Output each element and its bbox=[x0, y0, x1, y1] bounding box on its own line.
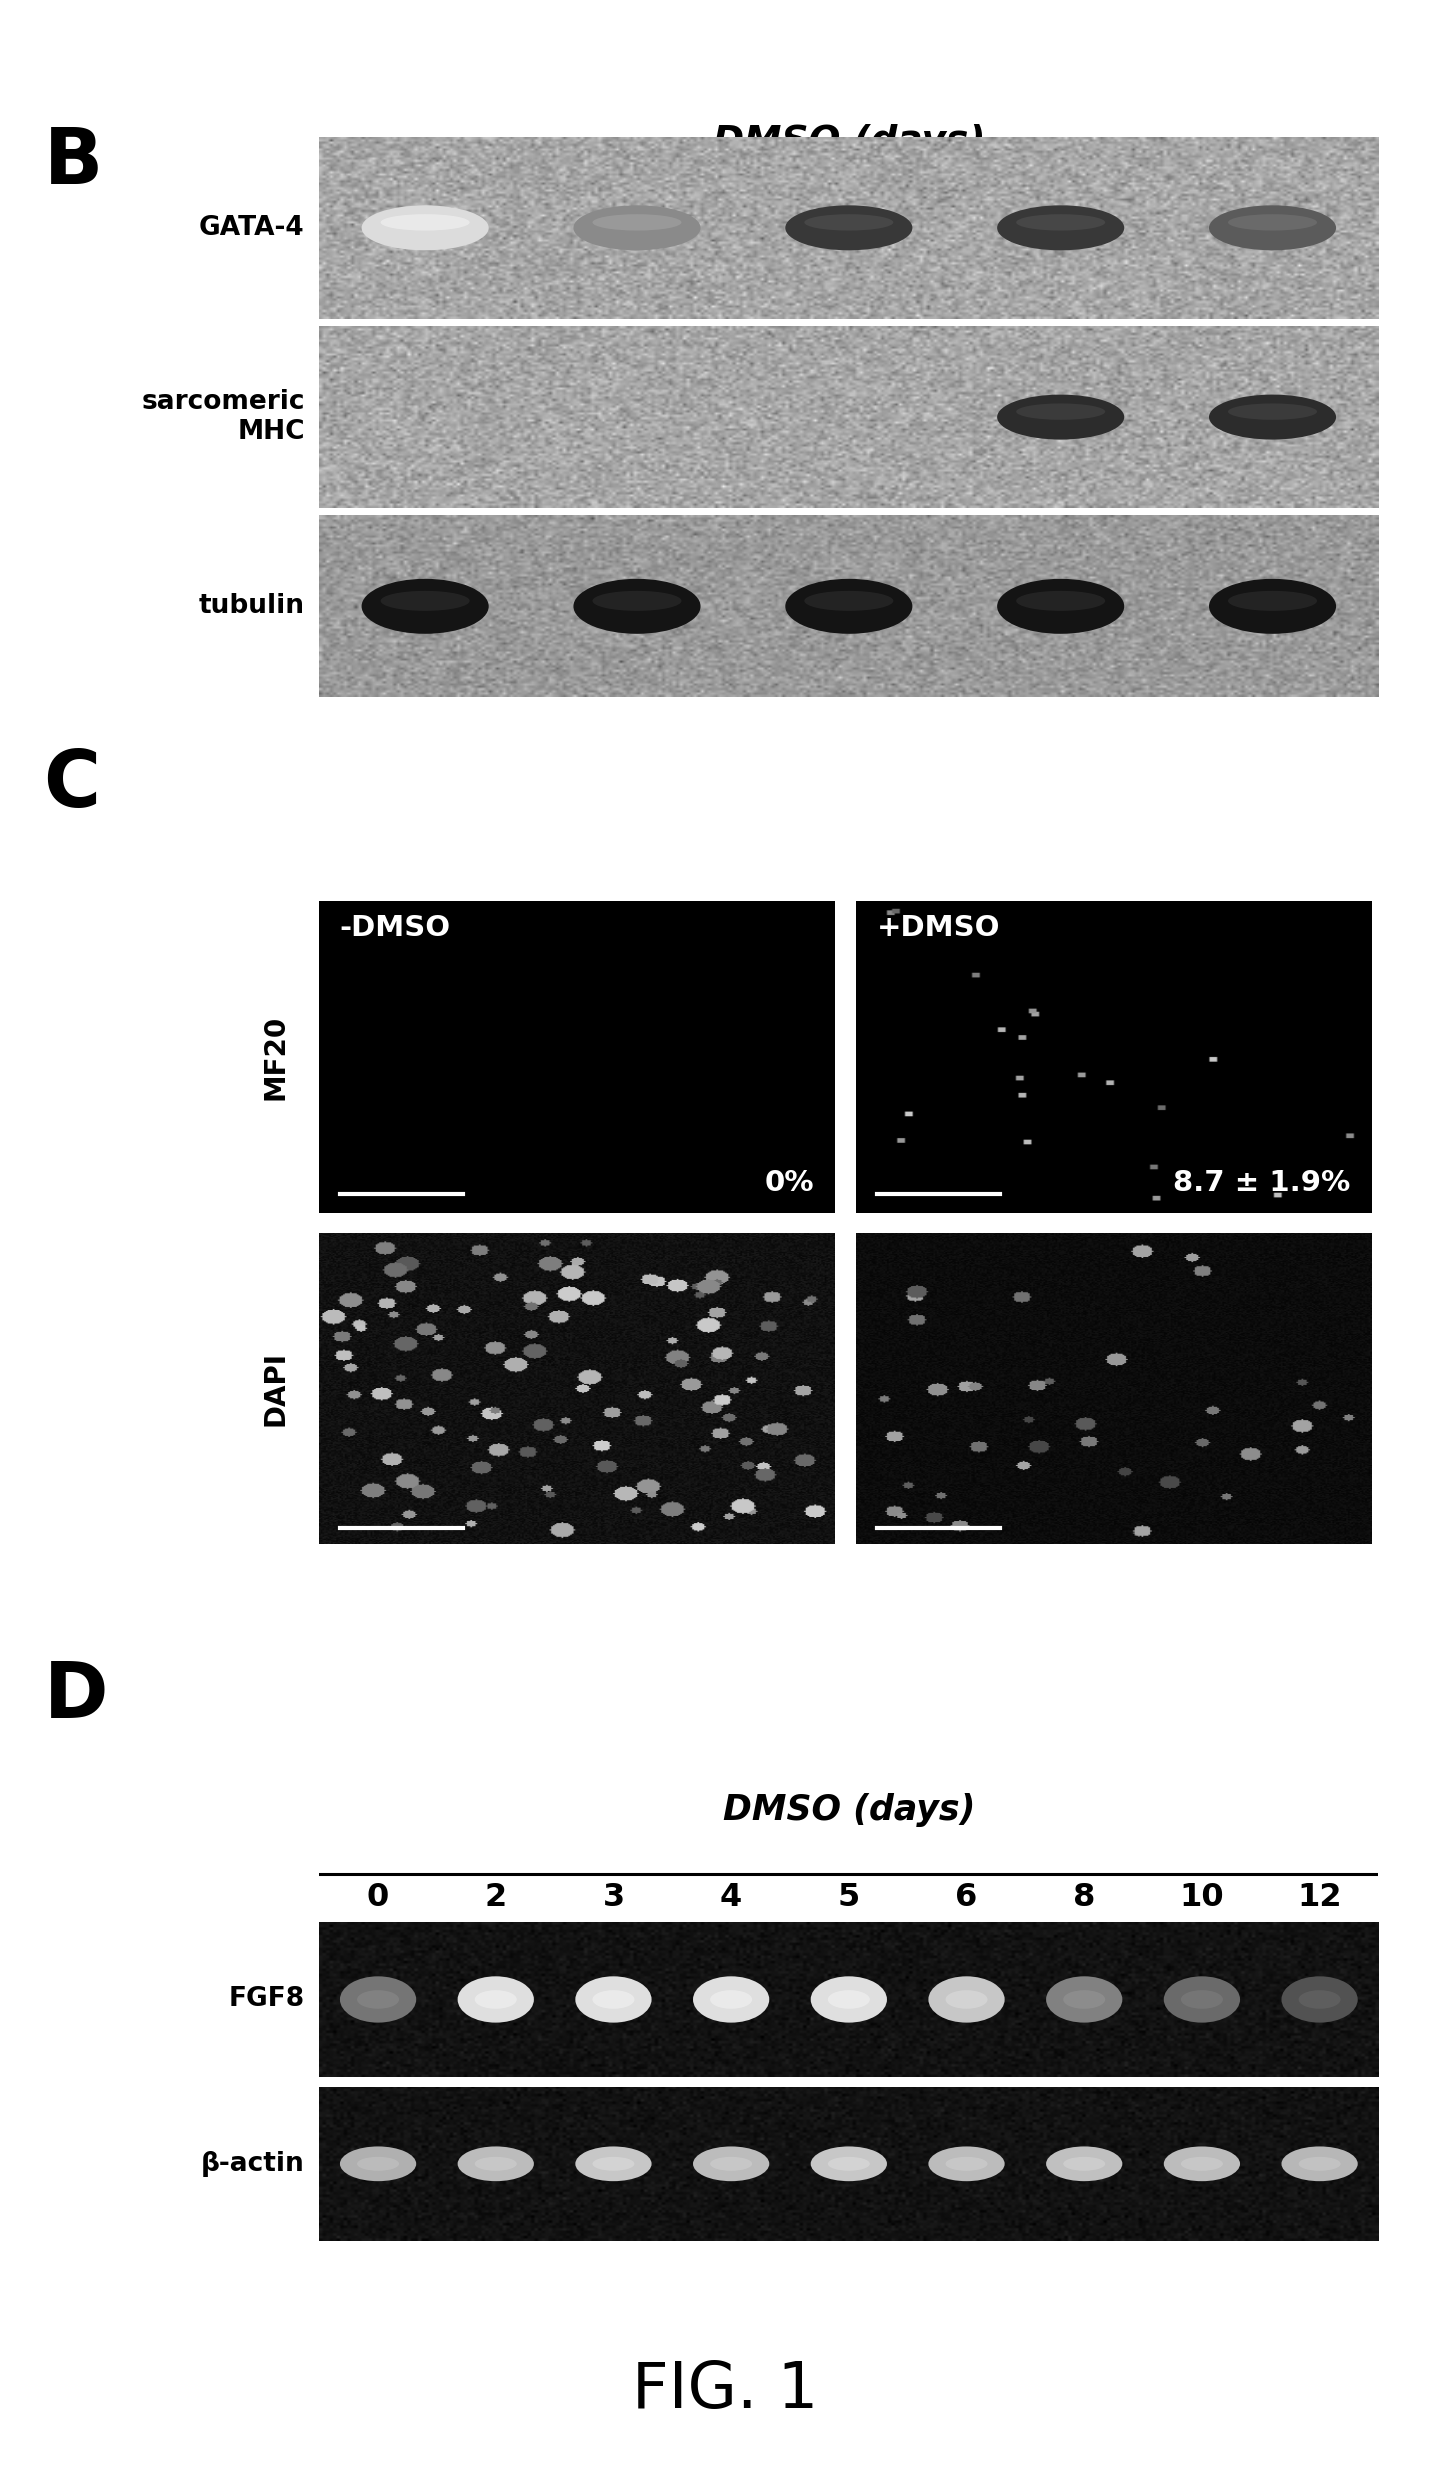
Text: GATA-4: GATA-4 bbox=[199, 214, 305, 242]
Text: MF20: MF20 bbox=[261, 1013, 290, 1101]
Ellipse shape bbox=[1064, 1990, 1106, 2009]
Text: DMSO (days): DMSO (days) bbox=[723, 1793, 975, 1828]
Ellipse shape bbox=[575, 1977, 651, 2022]
Ellipse shape bbox=[1228, 214, 1318, 232]
Ellipse shape bbox=[1281, 2146, 1358, 2181]
Ellipse shape bbox=[575, 2146, 651, 2181]
Ellipse shape bbox=[474, 1990, 517, 2009]
Ellipse shape bbox=[340, 2146, 416, 2181]
Ellipse shape bbox=[710, 1990, 752, 2009]
Ellipse shape bbox=[380, 590, 470, 610]
Ellipse shape bbox=[474, 2156, 517, 2171]
Ellipse shape bbox=[1064, 2156, 1106, 2171]
Text: 8: 8 bbox=[836, 222, 862, 254]
Text: 8: 8 bbox=[1074, 1882, 1096, 1912]
Text: DMSO (days): DMSO (days) bbox=[712, 124, 985, 159]
Ellipse shape bbox=[457, 1977, 534, 2022]
Text: D: D bbox=[44, 1658, 109, 1736]
Text: 10: 10 bbox=[1180, 1882, 1225, 1912]
Ellipse shape bbox=[1164, 1977, 1241, 2022]
Text: 5: 5 bbox=[837, 1882, 860, 1912]
Ellipse shape bbox=[785, 204, 913, 251]
Ellipse shape bbox=[573, 204, 701, 251]
Text: 6: 6 bbox=[955, 1882, 978, 1912]
Text: 0: 0 bbox=[367, 1882, 389, 1912]
Ellipse shape bbox=[1299, 1990, 1341, 2009]
Ellipse shape bbox=[1164, 2146, 1241, 2181]
Text: β-actin: β-actin bbox=[200, 2151, 305, 2176]
Ellipse shape bbox=[1299, 2156, 1341, 2171]
Text: 4: 4 bbox=[720, 1882, 743, 1912]
Ellipse shape bbox=[592, 214, 682, 232]
Ellipse shape bbox=[340, 1977, 416, 2022]
Text: 0: 0 bbox=[412, 222, 438, 254]
Ellipse shape bbox=[997, 393, 1125, 441]
Ellipse shape bbox=[929, 2146, 1004, 2181]
Text: FGF8: FGF8 bbox=[229, 1987, 305, 2012]
Ellipse shape bbox=[592, 1990, 634, 2009]
Ellipse shape bbox=[1209, 393, 1336, 441]
Text: 12: 12 bbox=[1036, 222, 1085, 254]
Ellipse shape bbox=[1209, 578, 1336, 635]
Ellipse shape bbox=[811, 1977, 887, 2022]
Ellipse shape bbox=[361, 204, 489, 251]
Ellipse shape bbox=[1181, 2156, 1223, 2171]
Text: 12: 12 bbox=[1297, 1882, 1342, 1912]
Ellipse shape bbox=[357, 2156, 399, 2171]
Text: DAPI: DAPI bbox=[261, 1350, 290, 1427]
Ellipse shape bbox=[804, 590, 894, 610]
Ellipse shape bbox=[811, 2146, 887, 2181]
Text: sarcomeric
MHC: sarcomeric MHC bbox=[141, 388, 305, 446]
Ellipse shape bbox=[929, 1977, 1004, 2022]
Text: FIG. 1: FIG. 1 bbox=[633, 2361, 818, 2420]
Ellipse shape bbox=[573, 578, 701, 635]
Ellipse shape bbox=[997, 578, 1125, 635]
Ellipse shape bbox=[946, 2156, 988, 2171]
Text: 16: 16 bbox=[1248, 222, 1297, 254]
Ellipse shape bbox=[1016, 403, 1106, 421]
Ellipse shape bbox=[1016, 590, 1106, 610]
Ellipse shape bbox=[694, 1977, 769, 2022]
Text: B: B bbox=[44, 124, 103, 202]
Ellipse shape bbox=[1281, 1977, 1358, 2022]
Ellipse shape bbox=[380, 214, 470, 232]
Text: 0%: 0% bbox=[765, 1170, 814, 1198]
Ellipse shape bbox=[785, 578, 913, 635]
Ellipse shape bbox=[1046, 1977, 1123, 2022]
Ellipse shape bbox=[829, 2156, 869, 2171]
Text: 8.7 ± 1.9%: 8.7 ± 1.9% bbox=[1174, 1170, 1351, 1198]
Ellipse shape bbox=[1181, 1990, 1223, 2009]
Ellipse shape bbox=[1228, 403, 1318, 421]
Ellipse shape bbox=[694, 2146, 769, 2181]
Ellipse shape bbox=[829, 1990, 869, 2009]
Text: C: C bbox=[44, 747, 100, 824]
Text: tubulin: tubulin bbox=[199, 593, 305, 620]
Ellipse shape bbox=[357, 1990, 399, 2009]
Ellipse shape bbox=[592, 590, 682, 610]
Ellipse shape bbox=[361, 578, 489, 635]
Ellipse shape bbox=[1228, 590, 1318, 610]
Ellipse shape bbox=[457, 2146, 534, 2181]
Text: 2: 2 bbox=[485, 1882, 506, 1912]
Ellipse shape bbox=[1046, 2146, 1123, 2181]
Ellipse shape bbox=[946, 1990, 988, 2009]
Ellipse shape bbox=[1016, 214, 1106, 232]
Ellipse shape bbox=[592, 2156, 634, 2171]
Ellipse shape bbox=[1209, 204, 1336, 251]
Text: +DMSO: +DMSO bbox=[876, 914, 1000, 941]
Text: -DMSO: -DMSO bbox=[340, 914, 451, 941]
Ellipse shape bbox=[804, 214, 894, 232]
Ellipse shape bbox=[710, 2156, 752, 2171]
Text: 4: 4 bbox=[624, 222, 650, 254]
Text: 3: 3 bbox=[602, 1882, 624, 1912]
Ellipse shape bbox=[997, 204, 1125, 251]
